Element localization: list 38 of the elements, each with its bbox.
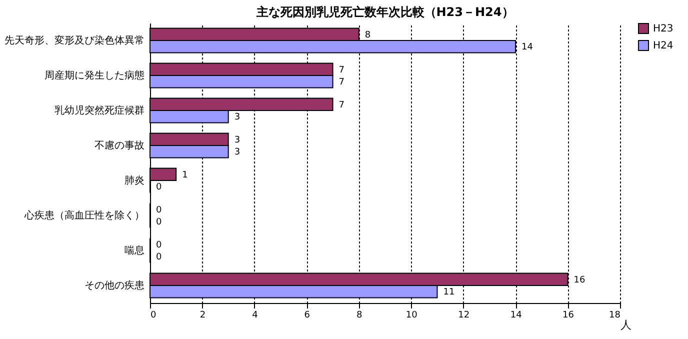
data-label: 7 — [338, 100, 345, 110]
data-label: 8 — [364, 30, 371, 40]
y-tick-label: 肺炎 — [124, 174, 144, 186]
data-label: 11 — [443, 288, 455, 298]
data-label: 16 — [574, 275, 586, 286]
x-tick-label: 16 — [562, 310, 574, 320]
x-tick-label: 14 — [510, 310, 522, 320]
x-tick-label: 6 — [304, 310, 310, 320]
x-tick-label: 8 — [356, 310, 363, 320]
data-label: 3 — [234, 135, 240, 146]
x-tick-label: 10 — [406, 310, 418, 320]
data-label: 1 — [182, 170, 188, 180]
data-label: 0 — [156, 240, 162, 250]
y-tick-label: 不慮の事故 — [94, 140, 144, 152]
chart-title: 主な死因別乳児死亡数年次比較（H23－H24） — [255, 5, 514, 19]
y-tick-label: 乳幼児突然死症候群 — [54, 104, 144, 116]
data-label: 0 — [156, 218, 162, 228]
x-tick-label: 0 — [150, 310, 156, 320]
y-tick-label: その他の疾患 — [84, 280, 144, 292]
y-tick-label: 周産期に発生した病態 — [44, 70, 144, 82]
x-axis-title: 人 — [620, 318, 632, 332]
y-tick-label: 喘息 — [124, 244, 144, 256]
x-tick-label: 4 — [252, 310, 258, 320]
x-tick-label: 12 — [458, 310, 470, 320]
x-tick-label: 18 — [609, 310, 621, 320]
legend-label: H24 — [653, 40, 674, 52]
data-label: 3 — [234, 148, 240, 158]
data-label: 14 — [522, 42, 534, 53]
data-label: 0 — [156, 182, 162, 193]
data-label: 3 — [234, 112, 240, 123]
y-tick-label: 心疾患（高血圧性を除く） — [24, 210, 144, 222]
y-tick-label: 先天奇形、変形及び染色体異常 — [4, 34, 144, 46]
data-label: 0 — [156, 205, 162, 216]
data-label: 7 — [338, 65, 345, 76]
data-label: 7 — [338, 78, 345, 88]
legend-label: H23 — [653, 24, 674, 34]
data-label: 0 — [156, 252, 162, 263]
x-tick-label: 2 — [200, 310, 206, 320]
